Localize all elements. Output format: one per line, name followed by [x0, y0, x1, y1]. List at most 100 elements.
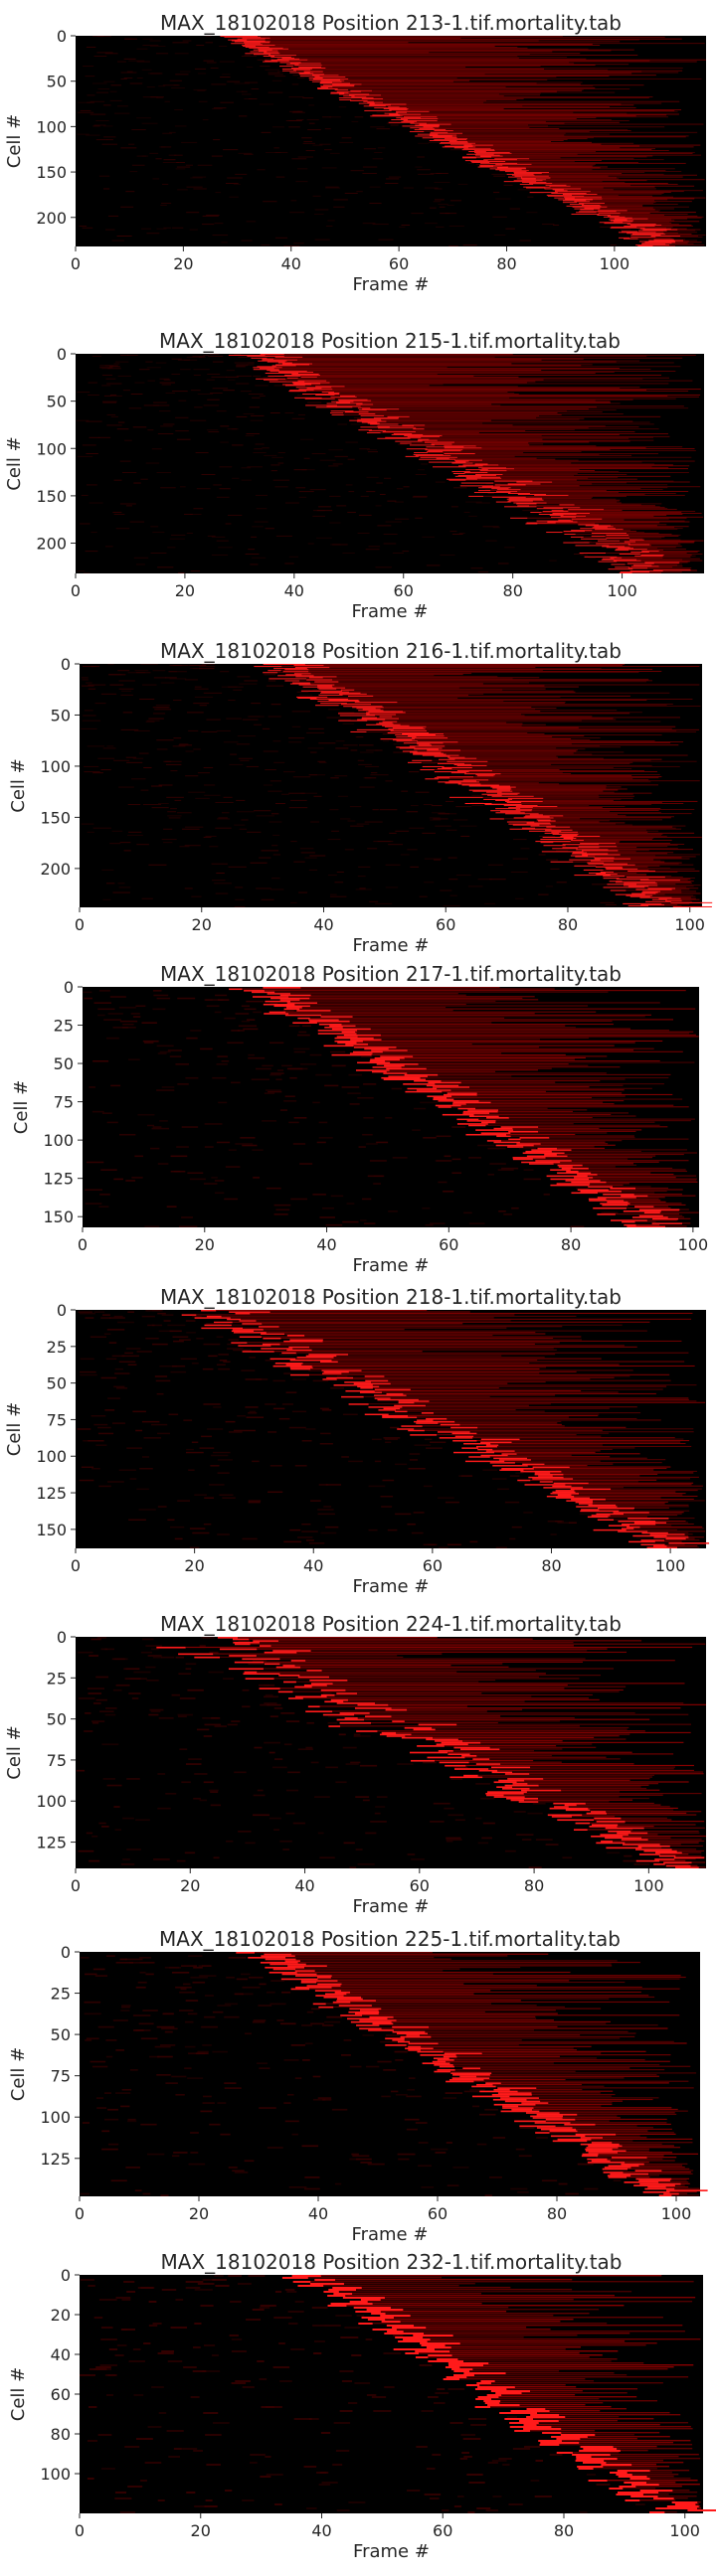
heatmap-cell-onset	[360, 426, 390, 428]
heatmap-cell-noise	[142, 2010, 158, 2012]
heatmap-cell-onset	[436, 1743, 468, 1746]
heatmap-cell-tail	[433, 1419, 661, 1421]
heatmap-cell-noise	[160, 682, 175, 684]
heatmap-cell-tail	[299, 999, 539, 1001]
heatmap-cell-noise	[246, 2319, 262, 2321]
heatmap-cell-noise	[250, 419, 264, 421]
heatmap-cell-tail	[456, 1723, 691, 1725]
heatmap-cell-tail	[562, 532, 644, 533]
heatmap-cell-onset	[627, 544, 650, 546]
heatmap-cell-noise	[190, 1030, 202, 1032]
heatmap-cell-noise	[375, 505, 382, 507]
heatmap-cell-noise	[254, 1746, 263, 1749]
heatmap-cell-tail	[342, 690, 574, 692]
heatmap-cell-noise	[394, 518, 410, 520]
heatmap-cell-onset	[347, 2017, 388, 2020]
heatmap-cell-noise	[304, 2042, 313, 2045]
heatmap-cell-noise	[269, 1002, 278, 1004]
heatmap-cell-onset	[500, 2097, 539, 2099]
heatmap-cell-tail	[437, 119, 629, 121]
heatmap-cell-noise	[277, 452, 285, 454]
heatmap-cell-noise	[188, 1758, 202, 1760]
heatmap-cell-onset	[224, 36, 262, 38]
heatmap-cell-noise	[155, 362, 167, 364]
heatmap-cell-onset	[293, 665, 324, 667]
heatmap-cell-tail	[542, 814, 619, 816]
heatmap-cell-noise	[174, 799, 182, 801]
heatmap-cell-onset	[370, 1058, 400, 1060]
heatmap-cell-noise	[215, 801, 234, 803]
heatmap-cell-noise	[126, 71, 133, 73]
heatmap-cell-noise	[264, 1741, 281, 1744]
heatmap-cell-tail	[326, 1684, 568, 1687]
heatmap-cell-onset	[289, 1367, 313, 1368]
heatmap-cell-noise	[465, 501, 482, 503]
heatmap-cell-noise	[204, 1723, 222, 1726]
heatmap-cell-noise	[334, 2182, 342, 2185]
heatmap-cell-onset	[543, 845, 566, 847]
heatmap-cell-onset	[580, 1510, 620, 1513]
heatmap-cell-tail	[589, 1184, 624, 1186]
heatmap-cell-noise	[545, 1844, 559, 1846]
heatmap-cell-noise	[232, 477, 240, 479]
heatmap-cell-onset	[360, 2010, 379, 2012]
heatmap-cell-noise	[385, 886, 399, 888]
heatmap-cell-tail	[468, 460, 695, 462]
heatmap-cell-noise	[175, 1063, 189, 1065]
heatmap-cell-onset	[576, 849, 609, 851]
chart-panel: MAX_18102018 Position 218-1.tif.mortalit…	[4, 1285, 710, 1597]
y-tick-label: 0	[57, 27, 67, 46]
y-tick-label: 100	[40, 757, 71, 776]
heatmap-cell-noise	[266, 1187, 281, 1190]
heatmap-cell-noise	[110, 1084, 121, 1087]
heatmap-cell-noise	[541, 2179, 558, 2182]
heatmap-cell-noise	[453, 487, 467, 489]
heatmap-cell-noise	[220, 2133, 231, 2136]
heatmap-cell-onset	[393, 2348, 435, 2350]
heatmap-cell-noise	[308, 1369, 323, 1371]
heatmap-cell-noise	[133, 482, 141, 484]
heatmap-cell-noise	[557, 1522, 570, 1524]
heatmap-cell-noise	[105, 378, 116, 380]
heatmap-cell-noise	[194, 406, 203, 408]
heatmap-cell-tail	[435, 734, 662, 735]
heatmap-cell-noise	[234, 1993, 244, 1996]
heatmap-cell-onset	[260, 354, 284, 355]
heatmap-cell-noise	[272, 479, 290, 481]
heatmap-cell-onset	[349, 2008, 382, 2011]
heatmap-cell-onset	[507, 493, 530, 494]
heatmap-cell-onset	[633, 1522, 667, 1524]
heatmap-cell-noise	[383, 740, 390, 742]
heatmap-cell-noise	[289, 1067, 308, 1070]
heatmap-cell-onset	[456, 1118, 479, 1121]
heatmap-cell-noise	[157, 1807, 171, 1810]
heatmap-cell-onset	[413, 2334, 453, 2336]
heatmap-cell-tail	[438, 1073, 671, 1075]
heatmap-cell-noise	[229, 2334, 239, 2336]
heatmap-cell-noise	[298, 1031, 307, 1034]
heatmap-cell-tail	[397, 721, 661, 723]
heatmap-cell-noise	[468, 1222, 485, 1224]
heatmap-cell-noise	[87, 94, 95, 96]
heatmap-cell-noise	[132, 2348, 141, 2350]
heatmap-cell-tail	[667, 1216, 685, 1218]
heatmap-cell-noise	[119, 1133, 136, 1136]
heatmap-cell-noise	[319, 1407, 329, 1410]
heatmap-cell-noise	[85, 1317, 94, 1319]
heatmap-cell-onset	[308, 78, 323, 79]
heatmap-cell-onset	[415, 135, 452, 137]
heatmap-cell-tail	[311, 1349, 557, 1351]
heatmap-cell-noise	[186, 1332, 196, 1334]
heatmap-cell-onset	[391, 433, 424, 435]
heatmap-cell-noise	[436, 1135, 451, 1138]
heatmap-cell-tail	[684, 1533, 693, 1535]
heatmap-cell-noise	[88, 1440, 104, 1442]
heatmap-cell-tail	[610, 2160, 675, 2162]
heatmap-cell-onset	[575, 856, 596, 858]
heatmap-cell-noise	[92, 1968, 105, 1971]
heatmap-cell-tail	[458, 2378, 586, 2380]
heatmap-cell-onset	[270, 59, 308, 61]
heatmap-cell-noise	[151, 1127, 170, 1130]
heatmap-cell-onset	[265, 1958, 296, 1961]
heatmap-cell-noise	[409, 1459, 419, 1461]
